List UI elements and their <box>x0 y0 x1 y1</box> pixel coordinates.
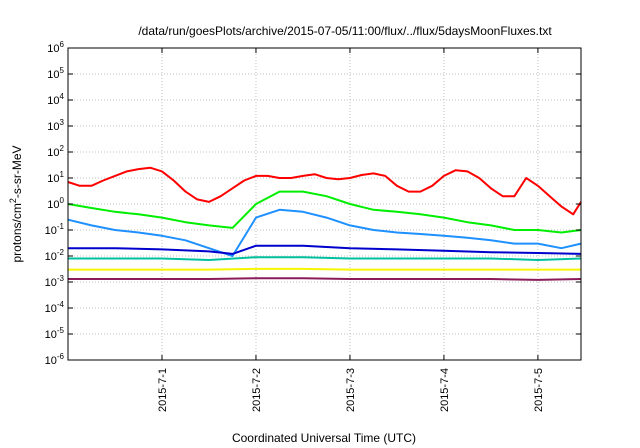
y-axis-label: protons/cm2-s-sr-MeV <box>8 145 24 262</box>
x-tick-label: 2015-7-2 <box>251 368 263 412</box>
y-tick-label: 106 <box>47 40 64 55</box>
y-tick-exp: 5 <box>60 66 65 75</box>
y-tick-exp: -2 <box>57 248 65 257</box>
series-line-3 <box>67 208 582 257</box>
y-tick-base: 10 <box>47 121 59 133</box>
x-axis-label: Coordinated Universal Time (UTC) <box>232 431 416 445</box>
y-tick-label: 10-4 <box>45 300 65 315</box>
y-tick-exp: 3 <box>60 118 65 127</box>
y-tick-label: 10-2 <box>45 248 65 263</box>
y-tick-label: 10-6 <box>45 352 65 367</box>
y-tick-exp: -5 <box>57 326 65 335</box>
y-tick-base: 10 <box>45 225 57 237</box>
series-group <box>67 166 582 281</box>
y-tick-exp: -1 <box>57 222 65 231</box>
y-axis-label-post: -s-sr-MeV <box>10 145 24 198</box>
series-line-4 <box>68 244 582 255</box>
chart-title: /data/run/goesPlots/archive/2015-07-05/1… <box>138 24 552 38</box>
series-line-6 <box>68 267 581 271</box>
y-tick-label: 103 <box>47 118 64 133</box>
y-tick-label: 10-5 <box>45 326 65 341</box>
y-tick-label: 104 <box>47 92 64 107</box>
y-tick-base: 10 <box>45 329 57 341</box>
x-tick-label: 2015-7-4 <box>439 368 451 412</box>
y-tick-label: 102 <box>47 144 64 159</box>
y-tick-base: 10 <box>45 277 57 289</box>
y-tick-base: 10 <box>47 147 59 159</box>
y-tick-label: 10-1 <box>45 222 65 237</box>
y-tick-exp: -6 <box>57 352 65 361</box>
y-tick-exp: 0 <box>60 196 65 205</box>
y-tick-base: 10 <box>47 173 59 185</box>
y-tick-exp: 2 <box>60 144 65 153</box>
ticks-group: 10-610-510-410-310-210-11001011021031041… <box>45 40 581 412</box>
y-tick-exp: 4 <box>60 92 65 101</box>
grid <box>68 48 581 360</box>
y-tick-base: 10 <box>47 95 59 107</box>
y-tick-label: 10-3 <box>45 274 65 289</box>
y-tick-label: 105 <box>47 66 64 81</box>
y-axis-label-sup: 2 <box>8 198 18 203</box>
y-tick-base: 10 <box>47 199 59 211</box>
x-tick-label: 2015-7-1 <box>157 368 169 412</box>
series-line-5 <box>68 256 582 261</box>
x-tick-label: 2015-7-5 <box>533 368 545 412</box>
y-axis-label-pre: protons/cm <box>10 203 24 262</box>
x-tick-label: 2015-7-3 <box>345 368 357 412</box>
y-tick-label: 101 <box>47 170 64 185</box>
y-tick-base: 10 <box>47 69 59 81</box>
y-tick-base: 10 <box>47 43 59 55</box>
series-line-7 <box>68 277 582 281</box>
y-tick-base: 10 <box>45 251 57 263</box>
y-tick-exp: -3 <box>57 274 65 283</box>
y-tick-base: 10 <box>45 303 57 315</box>
y-tick-label: 100 <box>47 196 64 211</box>
y-tick-exp: -4 <box>57 300 65 309</box>
y-tick-base: 10 <box>45 355 57 367</box>
y-tick-exp: 1 <box>60 170 65 179</box>
y-tick-exp: 6 <box>60 40 65 49</box>
series-line-1 <box>67 166 582 216</box>
plot-frame <box>67 47 582 361</box>
series-line-2 <box>67 190 582 234</box>
